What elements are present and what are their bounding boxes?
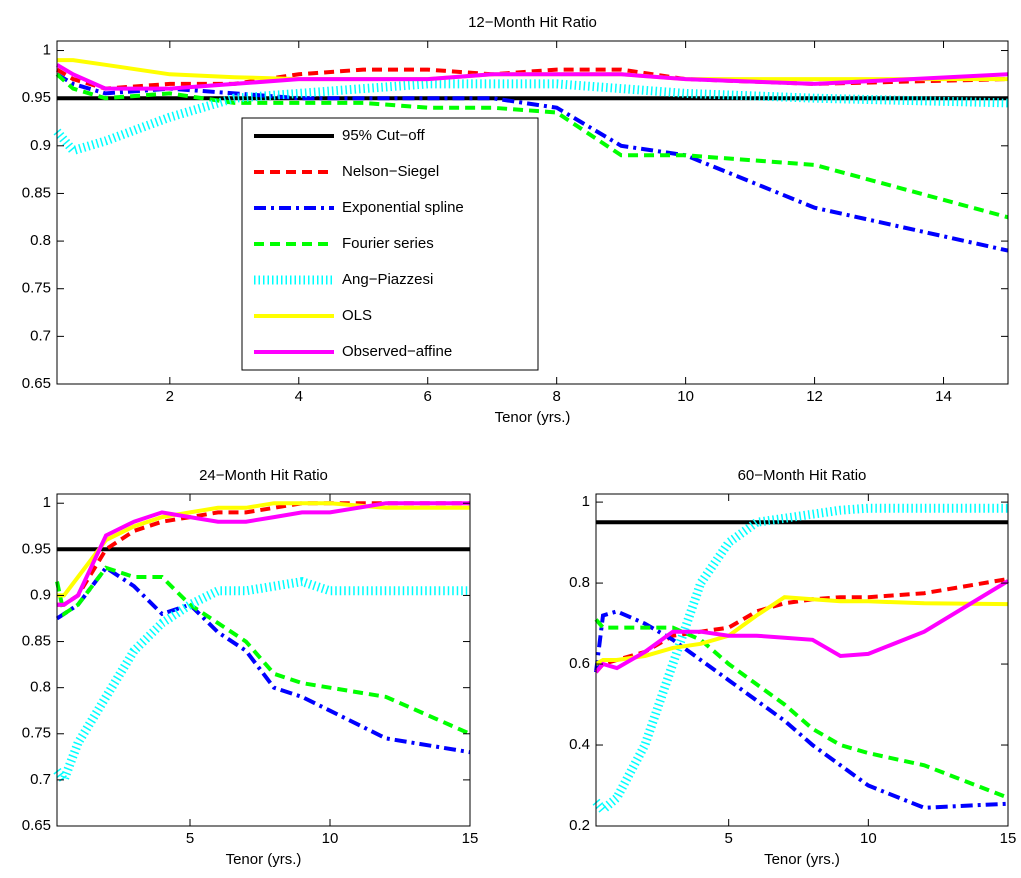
legend-label: Exponential spline (342, 199, 464, 216)
series-line (57, 501, 470, 598)
x-tick-label: 10 (322, 830, 339, 847)
y-tick-label: 0.8 (569, 574, 590, 591)
x-tick-label: 12 (806, 388, 823, 405)
x-tick-label: 2 (166, 388, 174, 405)
chart-title: 24−Month Hit Ratio (199, 467, 328, 484)
series-line (594, 579, 1010, 674)
series-line (55, 67, 1009, 91)
subplot: 24−Month Hit Ratio Tenor (yrs.) 5 10 15 0.65 0… (22, 467, 479, 868)
x-axis-label: Tenor (yrs.) (226, 851, 302, 868)
subplot: 60−Month Hit Ratio Tenor (yrs.) 5 10 15 0.2 0.… (569, 467, 1016, 868)
series-line (595, 595, 1009, 666)
y-tick-label: 0.2 (569, 817, 590, 834)
y-tick-label: 0.9 (30, 586, 51, 603)
y-tick-label: 1 (43, 494, 51, 511)
y-tick-label: 0.75 (22, 725, 51, 742)
x-axis-label: Tenor (yrs.) (495, 409, 571, 426)
x-tick-label: 10 (860, 830, 877, 847)
series-line (594, 609, 1009, 810)
x-tick-label: 4 (295, 388, 303, 405)
y-tick-label: 1 (43, 41, 51, 58)
series-line (55, 72, 1009, 253)
series-line (55, 72, 1009, 220)
y-tick-label: 0.95 (22, 89, 51, 106)
plot-area (596, 494, 1008, 826)
legend: 95% Cut−off Nelson−Siegel Exponential spli… (241, 117, 539, 371)
subplot: 12−Month Hit Ratio Tenor (yrs.) 2 4 6 8 10 12 14… (22, 14, 1009, 426)
x-axis-label: Tenor (yrs.) (764, 851, 840, 868)
series-line (594, 618, 1009, 800)
x-tick-label: 10 (677, 388, 694, 405)
series-line (53, 79, 1009, 156)
legend-label: Ang−Piazzesi (342, 271, 433, 288)
x-tick-label: 5 (725, 830, 733, 847)
axes-box (56, 493, 471, 827)
y-tick-label: 0.65 (22, 817, 51, 834)
y-tick-label: 0.6 (569, 655, 590, 672)
y-tick-label: 0.95 (22, 540, 51, 557)
legend-label: Nelson−Siegel (342, 163, 439, 180)
series-line (57, 501, 470, 607)
y-tick-label: 0.85 (22, 633, 51, 650)
y-tick-label: 0.4 (569, 736, 590, 753)
x-tick-label: 15 (1000, 830, 1017, 847)
x-tick-label: 14 (935, 388, 952, 405)
legend-label: Observed−affine (342, 343, 452, 360)
chart-title: 12−Month Hit Ratio (468, 14, 597, 31)
series-line (55, 565, 471, 736)
x-tick-label: 15 (462, 830, 479, 847)
series-line (55, 63, 1009, 91)
legend-label: 95% Cut−off (342, 127, 426, 144)
y-tick-label: 0.65 (22, 375, 51, 392)
y-tick-label: 0.8 (30, 232, 51, 249)
legend-label: OLS (342, 307, 372, 324)
y-tick-label: 0.85 (22, 184, 51, 201)
legend-label: Fourier series (342, 235, 434, 252)
axes-box (56, 40, 1009, 385)
y-tick-label: 0.8 (30, 679, 51, 696)
x-tick-label: 5 (186, 830, 194, 847)
y-tick-label: 0.7 (30, 771, 51, 788)
chart-title: 60−Month Hit Ratio (738, 467, 867, 484)
y-tick-label: 0.75 (22, 280, 51, 297)
y-tick-label: 0.7 (30, 327, 51, 344)
x-tick-label: 6 (424, 388, 432, 405)
axes-box (595, 493, 1009, 827)
y-tick-label: 1 (582, 493, 590, 510)
y-tick-label: 0.9 (30, 137, 51, 154)
x-tick-label: 8 (553, 388, 561, 405)
plot-area (57, 494, 470, 826)
